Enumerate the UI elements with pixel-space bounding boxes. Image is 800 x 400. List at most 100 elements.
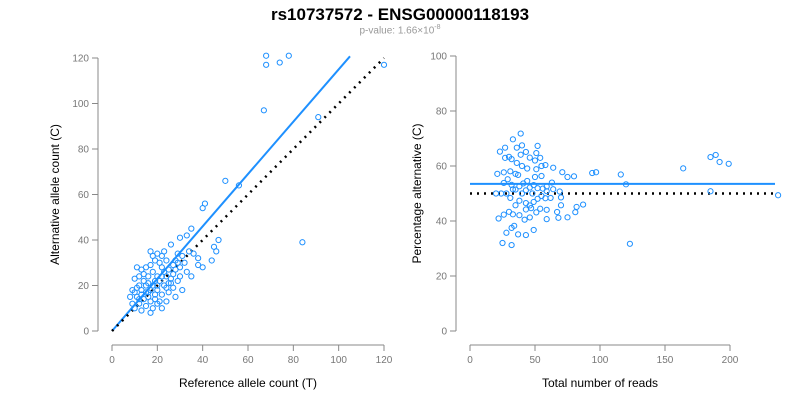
left-y-tick-label: 60: [78, 190, 90, 201]
right-data-point: [538, 172, 545, 180]
left-y-tick-label: 120: [72, 54, 89, 65]
right-data-point: [543, 206, 550, 213]
left-data-point: [154, 300, 161, 307]
left-data-point: [145, 289, 152, 296]
right-data-point: [538, 162, 545, 170]
left-data-point: [174, 259, 181, 266]
right-data-point: [518, 162, 526, 170]
left-data-point: [285, 52, 292, 59]
left-data-point: [149, 268, 156, 275]
left-data-point: [138, 307, 145, 314]
right-data-point: [504, 176, 511, 183]
left-data-point: [127, 293, 134, 300]
left-y-tick-label: 40: [78, 236, 90, 247]
left-data-point: [235, 182, 243, 189]
left-data-point: [215, 236, 222, 244]
right-data-point: [521, 216, 528, 223]
right-y-tick-label: 100: [430, 52, 447, 63]
right-data-point: [526, 154, 533, 161]
left-data-point: [176, 234, 184, 241]
right-data-point: [522, 231, 530, 239]
p-value-subtitle: p-value: 1.66×10-8: [0, 24, 800, 36]
right-x-tick-label: 100: [592, 355, 609, 366]
right-data-point: [517, 130, 524, 137]
right-x-tick-label: 0: [467, 355, 473, 366]
right-data-point: [512, 202, 519, 209]
left-data-point: [208, 257, 215, 264]
right-data-point: [515, 231, 522, 238]
left-data-point: [188, 273, 195, 280]
right-data-point: [508, 224, 515, 231]
left-data-point: [163, 284, 170, 291]
left-data-point: [129, 286, 136, 294]
right-data-point: [542, 161, 549, 169]
right-data-point: [500, 169, 507, 176]
right-data-point: [572, 209, 579, 216]
left-data-point: [167, 241, 175, 248]
right-data-point: [775, 192, 782, 199]
right-data-point: [543, 188, 550, 195]
left-y-tick-label: 80: [78, 145, 90, 156]
right-data-point: [509, 136, 517, 143]
right-data-point: [505, 153, 513, 160]
left-data-point: [158, 305, 165, 312]
right-data-point: [530, 198, 537, 206]
right-data-point: [716, 158, 723, 166]
right-data-point: [513, 159, 520, 167]
right-data-point: [543, 216, 550, 223]
p-value-text: p-value: 1.66×10: [359, 25, 435, 37]
left-data-point: [158, 273, 165, 280]
right-data-point: [529, 190, 536, 197]
left-data-point: [195, 261, 202, 269]
right-data-point: [524, 165, 531, 172]
left-data-point: [181, 259, 188, 266]
left-data-point: [133, 264, 141, 271]
right-y-tick-label: 60: [436, 162, 448, 173]
right-data-point: [517, 151, 524, 158]
right-data-point: [507, 194, 514, 202]
left-data-point: [156, 259, 163, 266]
left-data-point: [131, 305, 138, 312]
right-data-point: [548, 179, 556, 186]
right-data-point: [564, 214, 571, 221]
right-data-point: [518, 142, 526, 149]
right-data-point: [550, 186, 557, 193]
right-data-point: [508, 181, 515, 189]
left-data-point: [260, 107, 267, 114]
right-data-point: [533, 166, 540, 173]
left-data-point: [158, 252, 165, 260]
left-y-tick-label: 20: [78, 281, 90, 292]
left-data-point: [158, 291, 165, 298]
right-data-point: [537, 154, 544, 161]
left-y-axis-title: Alternative allele count (C): [48, 124, 62, 265]
right-data-point: [502, 144, 509, 151]
right-data-point: [531, 173, 539, 181]
right-data-point: [494, 170, 501, 177]
right-data-point: [499, 239, 506, 247]
right-data-point: [508, 241, 515, 249]
left-data-point: [172, 293, 179, 300]
left-data-point: [185, 248, 193, 255]
right-y-tick-label: 0: [441, 327, 447, 338]
left-data-point: [136, 273, 143, 280]
right-data-point: [555, 214, 562, 221]
right-data-point: [564, 173, 571, 181]
left-data-point: [299, 239, 306, 246]
left-x-tick-label: 120: [376, 355, 393, 366]
right-data-point: [537, 205, 544, 212]
right-data-point: [589, 169, 596, 177]
right-data-point: [550, 164, 557, 171]
right-data-point: [531, 157, 539, 164]
right-data-point: [547, 194, 554, 202]
left-data-point: [183, 268, 190, 275]
left-fit-line: [111, 55, 351, 332]
right-data-point: [516, 197, 523, 204]
left-data-point: [142, 289, 150, 296]
right-data-point: [707, 153, 714, 161]
left-data-point: [136, 300, 143, 307]
right-data-point: [513, 144, 520, 151]
left-data-point: [195, 255, 202, 262]
left-data-point: [179, 286, 186, 294]
left-x-tick-label: 80: [288, 355, 300, 366]
